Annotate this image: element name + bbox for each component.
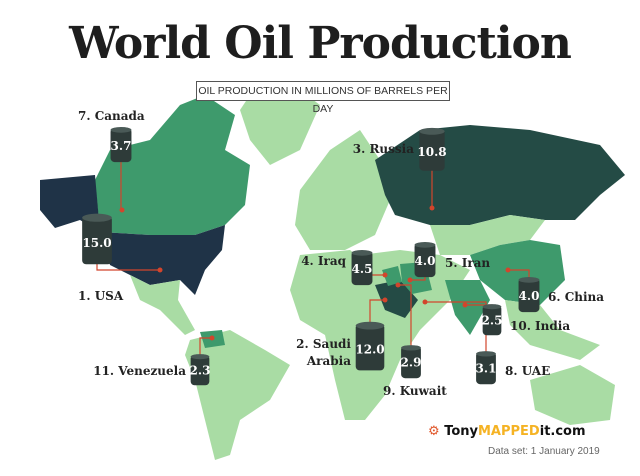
country-marker: 2.9 9. Kuwait <box>383 282 447 398</box>
country-label: 5. Iran <box>445 256 490 270</box>
greenland <box>240 90 320 165</box>
country-marker: 3.7 7. Canada <box>78 109 145 213</box>
barrel-top <box>419 127 445 135</box>
barrel-value: 15.0 <box>82 236 111 250</box>
barrel-value: 2.9 <box>401 356 422 370</box>
barrel-icon <box>476 351 496 385</box>
barrel-value: 10.8 <box>417 145 446 159</box>
pointer-dot <box>462 302 468 308</box>
pointer-dot <box>395 282 401 288</box>
barrel-value: 4.5 <box>352 262 373 276</box>
country-marker: 3.1 8. UAE <box>422 299 550 385</box>
brand-logo[interactable]: ⚙ TonyMAPPEDit.com <box>428 424 586 439</box>
barrel-value: 3.1 <box>476 362 497 376</box>
south-america <box>185 330 290 460</box>
pointer-line <box>425 301 487 368</box>
barrel-top <box>414 242 436 248</box>
barrel-icon <box>482 304 502 336</box>
barrel-value: 4.0 <box>415 254 436 268</box>
barrel-icon <box>518 277 540 313</box>
barrel-icon <box>414 242 436 278</box>
barrel-value: 12.0 <box>355 343 384 357</box>
india <box>445 280 490 335</box>
country-marker: 4.0 6. China <box>505 267 604 313</box>
pointer-dot <box>382 272 388 278</box>
pointer-dot <box>209 335 215 341</box>
country-marker: 10.83. Russia <box>353 127 447 211</box>
mexico <box>130 275 195 335</box>
page-title: World Oil Production <box>69 18 572 69</box>
barrel-top <box>401 345 421 351</box>
brand-icon: ⚙ <box>428 424 445 439</box>
canada <box>95 95 250 235</box>
barrel-value: 3.7 <box>111 139 132 153</box>
central-asia <box>430 215 545 255</box>
southeast-asia <box>505 300 600 360</box>
country-marker: 2.5 10. India <box>462 302 570 336</box>
country-marker: 4.0 5. Iran <box>407 242 490 283</box>
barrel-top <box>351 250 373 256</box>
barrel-top <box>482 304 502 310</box>
country-label: 8. UAE <box>505 364 550 378</box>
country-label: 4. Iraq <box>301 254 346 268</box>
country-label: 2. Saudi <box>296 337 351 351</box>
barrel-top <box>476 351 496 357</box>
usa <box>100 225 225 295</box>
barrel-top <box>355 321 385 330</box>
country-label: 10. India <box>510 319 570 333</box>
country-marker: 2.3 11. Venezuela <box>93 335 215 386</box>
pointer-dot <box>382 297 388 303</box>
barrel-icon <box>82 215 112 265</box>
barrel-top <box>518 277 540 283</box>
country-label: 7. Canada <box>78 109 145 123</box>
barrel-icon <box>419 129 445 171</box>
pointer-dot <box>505 267 511 273</box>
dataset-note: Data set: 1 January 2019 <box>488 446 600 457</box>
country-label-line2: Arabia <box>306 354 351 368</box>
barrel-icon <box>110 127 132 163</box>
iraq <box>382 266 402 286</box>
barrel-top <box>82 213 112 222</box>
pointer-dot <box>429 205 435 211</box>
subtitle: OIL PRODUCTION IN MILLIONS OF BARRELS PE… <box>196 81 450 115</box>
pointer-dot <box>157 267 163 273</box>
country-label: 6. China <box>548 290 604 304</box>
barrel-icon <box>401 345 421 379</box>
barrel-value: 2.5 <box>482 313 503 327</box>
barrel-icon <box>351 250 373 286</box>
australia <box>530 365 615 425</box>
barrel-value: 2.3 <box>190 363 211 377</box>
pointer-dot <box>119 207 125 213</box>
pointer-dot <box>407 277 413 283</box>
country-label: 1. USA <box>78 289 124 303</box>
barrel-top <box>110 127 132 133</box>
country-label: 9. Kuwait <box>383 384 447 398</box>
europe <box>295 130 390 250</box>
barrel-icon <box>355 323 385 371</box>
country-marker: 12.0 2. Saudi Arabia <box>296 297 388 371</box>
barrel-icon <box>190 354 210 386</box>
saudi-arabia <box>375 280 418 318</box>
country-marker: 4.5 4. Iraq <box>301 250 388 286</box>
barrel-top <box>190 354 210 360</box>
country-marker: 15.0 1. USA <box>78 213 163 303</box>
pointer-line <box>398 284 412 362</box>
pointer-dot <box>422 299 428 305</box>
china <box>470 240 565 305</box>
country-label: 3. Russia <box>353 142 414 156</box>
barrel-value: 4.0 <box>519 289 540 303</box>
country-label: 11. Venezuela <box>93 364 186 378</box>
